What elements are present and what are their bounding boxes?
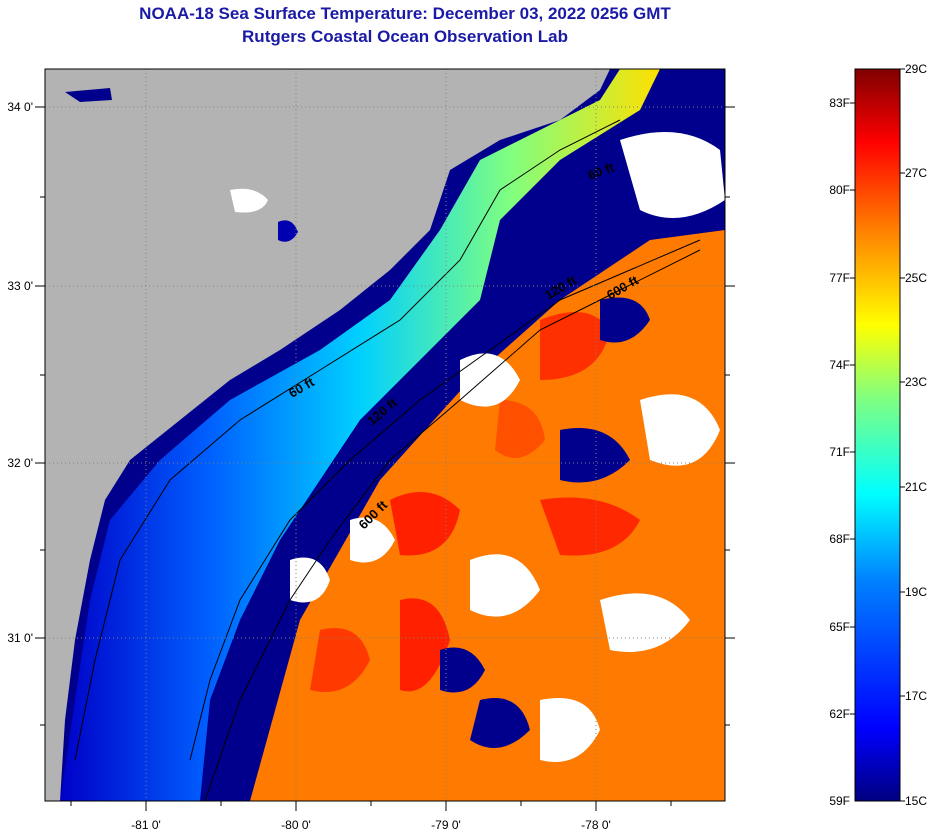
colorbar-c-label: 21C — [905, 480, 927, 494]
hot-water-patch — [540, 312, 610, 380]
lat-tick-label: 32 0' — [7, 456, 33, 470]
lon-tick-label: -81 0' — [131, 818, 161, 832]
hot-water-patch — [400, 598, 450, 692]
colorbar-f-label: 68F — [829, 532, 850, 546]
colorbar-c-label: 25C — [905, 271, 927, 285]
hot-water-patch — [310, 628, 370, 692]
contour-600ft-line — [204, 249, 701, 801]
lon-tick-label: -78 0' — [581, 818, 611, 832]
colorbar-f-label: 74F — [829, 358, 850, 372]
colorbar-c-label: 17C — [905, 689, 927, 703]
colorbar-f-label: 77F — [829, 271, 850, 285]
colorbar-c-label: 19C — [905, 585, 927, 599]
lat-tick-label: 34 0' — [7, 100, 33, 114]
colorbar-c-label: 15C — [905, 794, 927, 808]
hot-water-patch — [390, 492, 460, 556]
contour-60ft-line — [74, 119, 621, 761]
colorbar-f-label: 83F — [829, 96, 850, 110]
cloud-patches — [220, 132, 725, 762]
lat-tick-label: 31 0' — [7, 631, 33, 645]
colorbar-ticks — [850, 68, 905, 802]
colorbar-c-label: 23C — [905, 375, 927, 389]
lon-tick-label: -79 0' — [431, 818, 461, 832]
cold-water-patches — [355, 233, 650, 748]
colorbar — [854, 68, 901, 802]
inland-lake — [65, 88, 112, 102]
colorbar-f-label: 80F — [829, 183, 850, 197]
map-subtitle: Rutgers Coastal Ocean Observation Lab — [242, 27, 568, 46]
map-frame — [44, 68, 726, 802]
bathymetry-contours — [74, 119, 701, 801]
contour-120ft-line — [189, 239, 701, 761]
colorbar-f-label: 71F — [829, 445, 850, 459]
map-title: NOAA-18 Sea Surface Temperature: Decembe… — [139, 4, 671, 23]
colorbar-c-label: 29C — [905, 62, 927, 76]
colorbar-f-label: 65F — [829, 620, 850, 634]
coastal-band — [60, 69, 660, 801]
graticule — [45, 69, 725, 801]
lon-tick-label: -80 0' — [281, 818, 311, 832]
land-mass — [45, 69, 610, 801]
map-content: 60 ft 120 ft 600 ft 60 ft 120 ft 600 ft — [45, 69, 725, 801]
inland-lake — [278, 220, 298, 242]
hot-water-patch — [495, 400, 545, 458]
lat-tick-label: 33 0' — [7, 279, 33, 293]
axis-ticks — [35, 106, 735, 811]
colorbar-c-label: 27C — [905, 166, 927, 180]
colorbar-f-label: 59F — [829, 794, 850, 808]
hot-water-patch — [540, 497, 640, 556]
colorbar-f-label: 62F — [829, 707, 850, 721]
inland-lake — [230, 188, 268, 213]
